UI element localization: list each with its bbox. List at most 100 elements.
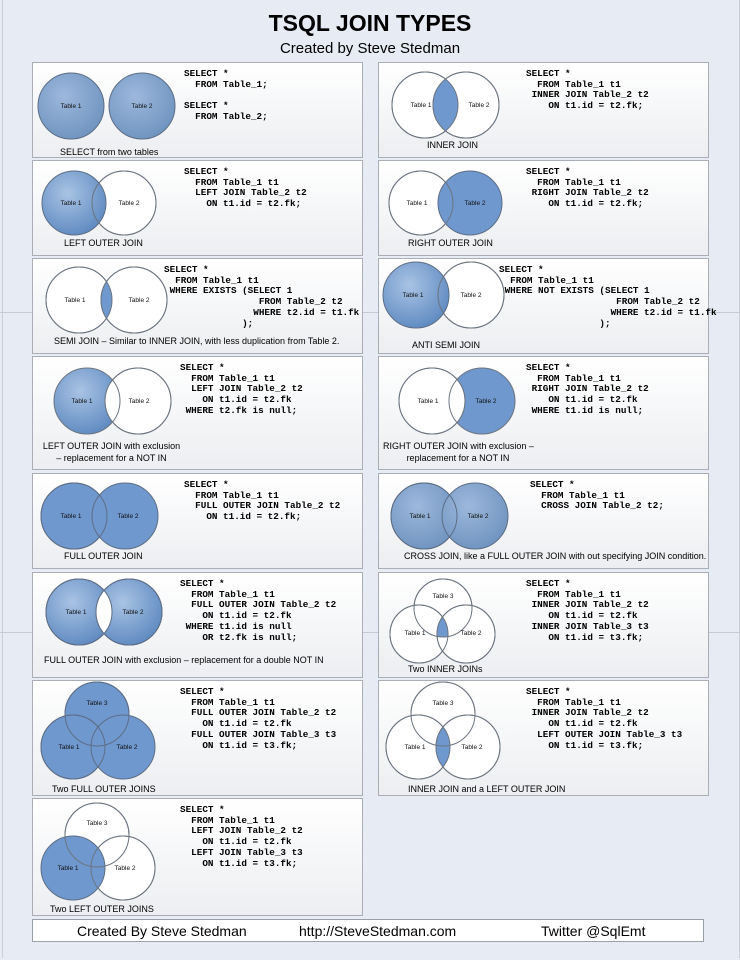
intersection-fill xyxy=(433,72,458,138)
venn-diagram: Table 1 Table 2 xyxy=(45,578,163,646)
venn-label: Table 2 xyxy=(465,200,486,207)
venn-label: Table 1 xyxy=(58,865,79,872)
panel-caption: CROSS JOIN, like a FULL OUTER JOIN with … xyxy=(404,551,707,561)
venn-diagram: Table 3 Table 1 Table 2 xyxy=(385,681,501,780)
sql-code: SELECT * FROM Table_1; SELECT * FROM Tab… xyxy=(184,68,268,122)
venn-label: Table 1 xyxy=(72,398,93,405)
venn-label: Table 3 xyxy=(87,700,108,707)
panel-full-outer-join: Table 1 Table 2 SELECT * FROM Table_1 t1… xyxy=(32,473,363,569)
panel-caption: RIGHT OUTER JOIN with exclusion – replac… xyxy=(383,441,534,463)
panel-caption: FULL OUTER JOIN with exclusion – replace… xyxy=(44,655,324,665)
venn-label: Table 2 xyxy=(117,744,138,751)
footer-bar: Created By Steve Stedman http://SteveSte… xyxy=(32,919,704,942)
sql-code: SELECT * FROM Table_1 t1 FULL OUTER JOIN… xyxy=(184,479,341,523)
venn-label: Table 1 xyxy=(61,200,82,207)
footer-twitter-link[interactable]: Twitter @SqlEmt xyxy=(541,923,646,939)
venn-label: Table 2 xyxy=(461,292,482,299)
panel-caption: RIGHT OUTER JOIN xyxy=(408,238,493,248)
venn-diagram: Table 1 Table 2 xyxy=(390,482,509,550)
venn-label: Table 2 xyxy=(469,102,490,109)
panel-anti-semi-join: Table 1 Table 2 SELECT * FROM Table_1 t1… xyxy=(378,258,717,354)
panel-caption: Two LEFT OUTER JOINS xyxy=(50,904,154,914)
table-1-circle xyxy=(382,261,450,329)
sql-code: SELECT * FROM Table_1 t1 FULL OUTER JOIN… xyxy=(180,686,337,751)
venn-diagram: Table 1 Table 2 xyxy=(41,170,157,236)
venn-label: Table 3 xyxy=(87,820,108,827)
venn-label: Table 2 xyxy=(132,103,153,110)
venn-label: Table 1 xyxy=(61,513,82,520)
table-2-circle xyxy=(90,714,156,780)
sql-code: SELECT * FROM Table_1 t1 LEFT JOIN Table… xyxy=(180,362,303,416)
venn-label: Table 1 xyxy=(66,609,87,616)
sql-code: SELECT * FROM Table_1 t1 LEFT JOIN Table… xyxy=(184,166,307,210)
venn-diagram: Table 3 Table 1 Table 2 xyxy=(40,802,156,901)
panel-two-inner-joins: Table 3 Table 1 Table 2 SELECT * FROM Ta… xyxy=(378,572,709,678)
table-1-circle xyxy=(40,835,106,901)
venn-label: Table 1 xyxy=(61,103,82,110)
venn-label: Table 2 xyxy=(462,744,483,751)
sql-code: SELECT * FROM Table_1 t1 LEFT JOIN Table… xyxy=(180,804,303,869)
panel-caption: Two FULL OUTER JOINS xyxy=(52,784,156,794)
table-1-circle xyxy=(37,72,105,140)
venn-diagram: Table 1 Table 2 xyxy=(53,367,172,435)
table-2-circle xyxy=(449,368,515,434)
panel-full-outer-exclusion: Table 1 Table 2 SELECT * FROM Table_1 t1… xyxy=(32,572,363,678)
venn-diagram: Table 1 Table 2 xyxy=(37,72,176,140)
venn-label: Table 2 xyxy=(476,398,497,405)
venn-diagram: Table 1 Table 2 xyxy=(382,261,505,329)
sql-code: SELECT * FROM Table_1 t1 FULL OUTER JOIN… xyxy=(180,578,337,643)
sql-code: SELECT * FROM Table_1 t1 WHERE EXISTS (S… xyxy=(164,264,360,329)
panel-inner-join: Table 1 Table 2 SELECT * FROM Table_1 t1… xyxy=(378,62,709,158)
panel-caption: INNER JOIN and a LEFT OUTER JOIN xyxy=(408,784,566,794)
sql-code: SELECT * FROM Table_1 t1 RIGHT JOIN Tabl… xyxy=(526,362,649,416)
venn-label: Table 1 xyxy=(405,744,426,751)
venn-label: Table 1 xyxy=(411,102,432,109)
venn-label: Table 2 xyxy=(468,513,489,520)
sql-code: SELECT * FROM Table_1 t1 WHERE NOT EXIST… xyxy=(499,264,717,329)
scan-line xyxy=(0,632,740,633)
panel-caption: FULL OUTER JOIN xyxy=(64,551,143,561)
venn-label: Table 1 xyxy=(418,398,439,405)
venn-diagram: Table 3 Table 1 Table 2 xyxy=(40,681,156,780)
panel-inner-and-left-outer: Table 3 Table 1 Table 2 SELECT * FROM Ta… xyxy=(378,680,709,796)
panel-semi-join: Table 1 Table 2 SELECT * FROM Table_1 t1… xyxy=(32,258,363,354)
scan-line xyxy=(0,312,740,313)
sql-code: SELECT * FROM Table_1 t1 INNER JOIN Tabl… xyxy=(526,68,649,112)
panel-caption: LEFT OUTER JOIN with exclusion – replace… xyxy=(42,441,181,463)
venn-label: Table 1 xyxy=(65,297,86,304)
sql-code: SELECT * FROM Table_1 t1 INNER JOIN Tabl… xyxy=(526,578,649,643)
table-2-circle xyxy=(91,482,159,550)
table-2-circle xyxy=(437,170,503,236)
panel-right-outer-exclusion: Table 1 Table 2 SELECT * FROM Table_1 t1… xyxy=(378,356,709,470)
panel-two-left-outer-joins: Table 3 Table 1 Table 2 SELECT * FROM Ta… xyxy=(32,798,363,916)
venn-label: Table 2 xyxy=(119,200,140,207)
venn-label: Table 2 xyxy=(129,398,150,405)
panel-caption: INNER JOIN xyxy=(427,140,479,150)
venn-label: Table 2 xyxy=(115,865,136,872)
table-1-circle xyxy=(54,368,120,434)
sql-code: SELECT * FROM Table_1 t1 CROSS JOIN Tabl… xyxy=(530,479,664,512)
panel-right-outer-join: Table 1 Table 2 SELECT * FROM Table_1 t1… xyxy=(378,160,709,256)
panel-select-two-tables: Table 1 Table 2 SELECT * FROM Table_1; S… xyxy=(32,62,363,158)
table-2-circle xyxy=(441,482,509,550)
venn-label: Table 2 xyxy=(123,609,144,616)
panel-left-outer-join: Table 1 Table 2 SELECT * FROM Table_1 t1… xyxy=(32,160,363,256)
panel-two-full-outer-joins: Table 3 Table 1 Table 2 SELECT * FROM Ta… xyxy=(32,680,363,796)
venn-label: Table 2 xyxy=(461,630,482,637)
panel-caption: SELECT from two tables xyxy=(60,147,159,157)
venn-label: Table 1 xyxy=(59,744,80,751)
venn-label: Table 1 xyxy=(405,630,426,637)
panel-cross-join: Table 1 Table 2 SELECT * FROM Table_1 t1… xyxy=(378,473,709,569)
venn-diagram: Table 1 Table 2 xyxy=(40,482,159,550)
sql-code: SELECT * FROM Table_1 t1 RIGHT JOIN Tabl… xyxy=(526,166,649,210)
panel-caption: SEMI JOIN – Similar to INNER JOIN, with … xyxy=(54,336,340,346)
page-subtitle: Created by Steve Stedman xyxy=(279,40,461,57)
venn-diagram: Table 1 Table 2 xyxy=(398,367,516,435)
table-2-circle xyxy=(108,72,176,140)
venn-label: Table 1 xyxy=(407,200,428,207)
panel-caption: LEFT OUTER JOIN xyxy=(64,238,143,248)
venn-label: Table 2 xyxy=(129,297,150,304)
footer-url-link[interactable]: http://SteveStedman.com xyxy=(299,923,457,939)
venn-diagram: Table 3 Table 1 Table 2 xyxy=(389,578,496,664)
venn-label: Table 2 xyxy=(118,513,139,520)
